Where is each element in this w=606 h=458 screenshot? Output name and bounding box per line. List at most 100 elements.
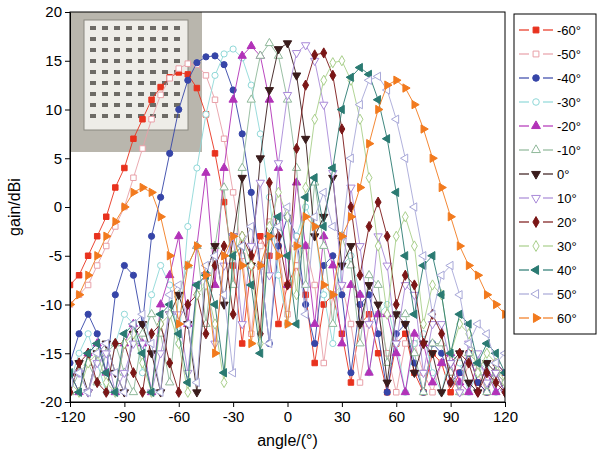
inset-photo-element: [114, 70, 120, 74]
series-marker: [83, 388, 90, 396]
legend-line: [519, 149, 529, 150]
legend-line: [543, 53, 553, 54]
series-marker: [85, 331, 91, 337]
series-marker: [401, 309, 409, 316]
inset-photo-element: [162, 114, 168, 118]
y-axis: -20-15-10-505101520: [40, 3, 70, 410]
legend-line: [519, 29, 529, 30]
series-line: [70, 68, 505, 393]
series-marker: [338, 339, 346, 346]
series-marker: [437, 390, 445, 397]
series-marker: [74, 388, 81, 396]
series-marker: [376, 105, 383, 113]
series-marker: [484, 368, 490, 378]
series-marker: [194, 290, 200, 300]
series-marker: [321, 360, 326, 365]
series-marker: [374, 280, 382, 287]
series-marker: [129, 320, 136, 328]
series-group: [70, 48, 505, 397]
series-marker: [355, 63, 362, 71]
series-line: [70, 49, 505, 392]
legend-marker: [532, 145, 541, 153]
series-marker: [310, 174, 317, 182]
series-marker: [92, 349, 99, 357]
y-tick-label: -20: [40, 393, 62, 410]
series-marker: [165, 291, 172, 299]
series-marker: [140, 146, 145, 151]
series-marker: [220, 163, 228, 170]
x-tick-mark: [233, 402, 234, 407]
y-tick: 0: [54, 198, 70, 215]
series-marker: [311, 319, 319, 326]
series-marker: [466, 358, 472, 368]
series-marker: [113, 185, 118, 190]
series-marker: [500, 349, 505, 357]
series-marker: [240, 261, 247, 269]
x-tick-mark: [179, 402, 180, 407]
series-marker: [274, 222, 281, 230]
series-marker: [246, 281, 253, 289]
legend-entry: -30°: [519, 95, 581, 110]
legend-line: [543, 173, 553, 174]
series-marker: [238, 322, 246, 329]
series-marker: [94, 377, 100, 387]
legend-line: [543, 29, 553, 30]
series-group: [70, 41, 505, 397]
series-line: [70, 61, 505, 393]
series-marker: [346, 73, 353, 81]
series-group: [70, 41, 505, 394]
series-marker: [248, 260, 254, 270]
series-marker: [285, 320, 292, 328]
legend-line: [543, 317, 553, 318]
series-marker: [320, 231, 328, 238]
legend-line: [519, 101, 529, 102]
series-marker: [94, 234, 99, 239]
series-marker: [211, 244, 219, 251]
legend-label: 50°: [557, 287, 577, 302]
inset-photo-element: [114, 37, 120, 41]
series-marker: [256, 180, 264, 187]
series-marker: [401, 154, 408, 162]
series-marker: [185, 61, 190, 66]
series-marker: [292, 51, 300, 58]
series-marker: [121, 311, 127, 317]
series-marker: [185, 223, 191, 229]
series-marker: [357, 270, 363, 280]
series-marker: [466, 261, 473, 269]
series-marker: [74, 369, 81, 377]
inset-photo-element: [102, 81, 108, 85]
series-marker: [140, 183, 147, 191]
inset-photo-element: [174, 92, 180, 96]
series-marker: [292, 178, 300, 185]
inset-photo-element: [114, 48, 120, 52]
plot-frame: [70, 12, 505, 402]
inset-photo-element: [150, 26, 156, 30]
legend-marker: [533, 241, 539, 252]
series-marker: [330, 70, 336, 80]
series-marker: [493, 377, 499, 387]
series-marker: [175, 312, 183, 319]
inset-photo-element: [126, 81, 132, 85]
legend: -60°-50°-40°-30°-20°-10°0°10°20°30°40°50…: [514, 14, 596, 334]
series-marker: [265, 38, 273, 45]
inset-photo-element: [150, 48, 156, 52]
y-tick-mark: [65, 110, 70, 111]
legend-label: -20°: [557, 119, 581, 134]
series-marker: [167, 252, 174, 260]
series-marker: [410, 348, 418, 355]
series-marker: [428, 351, 436, 358]
legend-line: [543, 197, 553, 198]
series-group: [70, 70, 505, 395]
inset-photo-element: [114, 26, 120, 30]
y-tick: -5: [49, 247, 70, 264]
series-marker: [167, 76, 172, 81]
series-marker: [258, 234, 263, 239]
x-tick: -60: [168, 402, 190, 425]
series-marker: [156, 388, 163, 396]
plot-area: [70, 12, 505, 397]
inset-photo-element: [138, 103, 144, 107]
series-marker: [129, 387, 137, 394]
x-axis: -120-90-60-300306090120: [55, 402, 518, 425]
y-tick-mark: [65, 207, 70, 208]
series-marker: [348, 380, 353, 385]
